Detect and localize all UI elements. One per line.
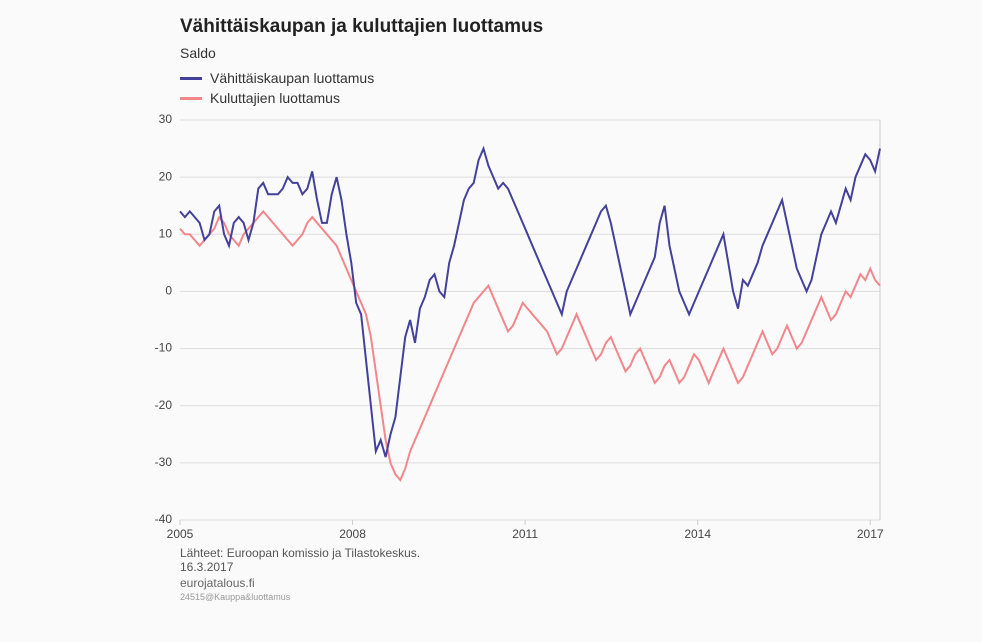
svg-text:2008: 2008 bbox=[339, 527, 366, 541]
series-retail-line bbox=[180, 149, 880, 458]
series-consumer-line bbox=[180, 211, 880, 480]
svg-text:2005: 2005 bbox=[167, 527, 194, 541]
legend-item-consumer: Kuluttajien luottamus bbox=[180, 88, 374, 108]
footer-code: 24515@Kauppa&luottamus bbox=[180, 592, 420, 602]
svg-text:-40: -40 bbox=[155, 512, 173, 526]
footer-source: Lähteet: Euroopan komissio ja Tilastokes… bbox=[180, 546, 420, 560]
svg-text:2014: 2014 bbox=[684, 527, 711, 541]
footer-site: eurojatalous.fi bbox=[180, 576, 420, 590]
svg-text:0: 0 bbox=[165, 284, 172, 298]
svg-text:-30: -30 bbox=[155, 455, 173, 469]
svg-text:2017: 2017 bbox=[857, 527, 884, 541]
chart-container: Vähittäiskaupan ja kuluttajien luottamus… bbox=[0, 0, 982, 642]
legend-label-retail: Vähittäiskaupan luottamus bbox=[210, 70, 374, 86]
legend-label-consumer: Kuluttajien luottamus bbox=[210, 90, 340, 106]
legend-swatch-consumer bbox=[180, 97, 202, 100]
chart-subtitle: Saldo bbox=[180, 45, 216, 61]
svg-text:-10: -10 bbox=[155, 341, 173, 355]
svg-text:2011: 2011 bbox=[512, 527, 538, 541]
svg-text:10: 10 bbox=[159, 226, 173, 240]
legend: Vähittäiskaupan luottamus Kuluttajien lu… bbox=[180, 68, 374, 108]
footer-date: 16.3.2017 bbox=[180, 560, 420, 574]
legend-item-retail: Vähittäiskaupan luottamus bbox=[180, 68, 374, 88]
legend-swatch-retail bbox=[180, 77, 202, 80]
plot-area: -40-30-20-10010203020052008201120142017 bbox=[180, 120, 880, 520]
svg-text:30: 30 bbox=[159, 112, 173, 126]
plot-svg: -40-30-20-10010203020052008201120142017 bbox=[180, 120, 880, 520]
footer: Lähteet: Euroopan komissio ja Tilastokes… bbox=[180, 546, 420, 602]
chart-title: Vähittäiskaupan ja kuluttajien luottamus bbox=[180, 16, 543, 38]
svg-text:-20: -20 bbox=[155, 398, 173, 412]
svg-text:20: 20 bbox=[159, 169, 173, 183]
